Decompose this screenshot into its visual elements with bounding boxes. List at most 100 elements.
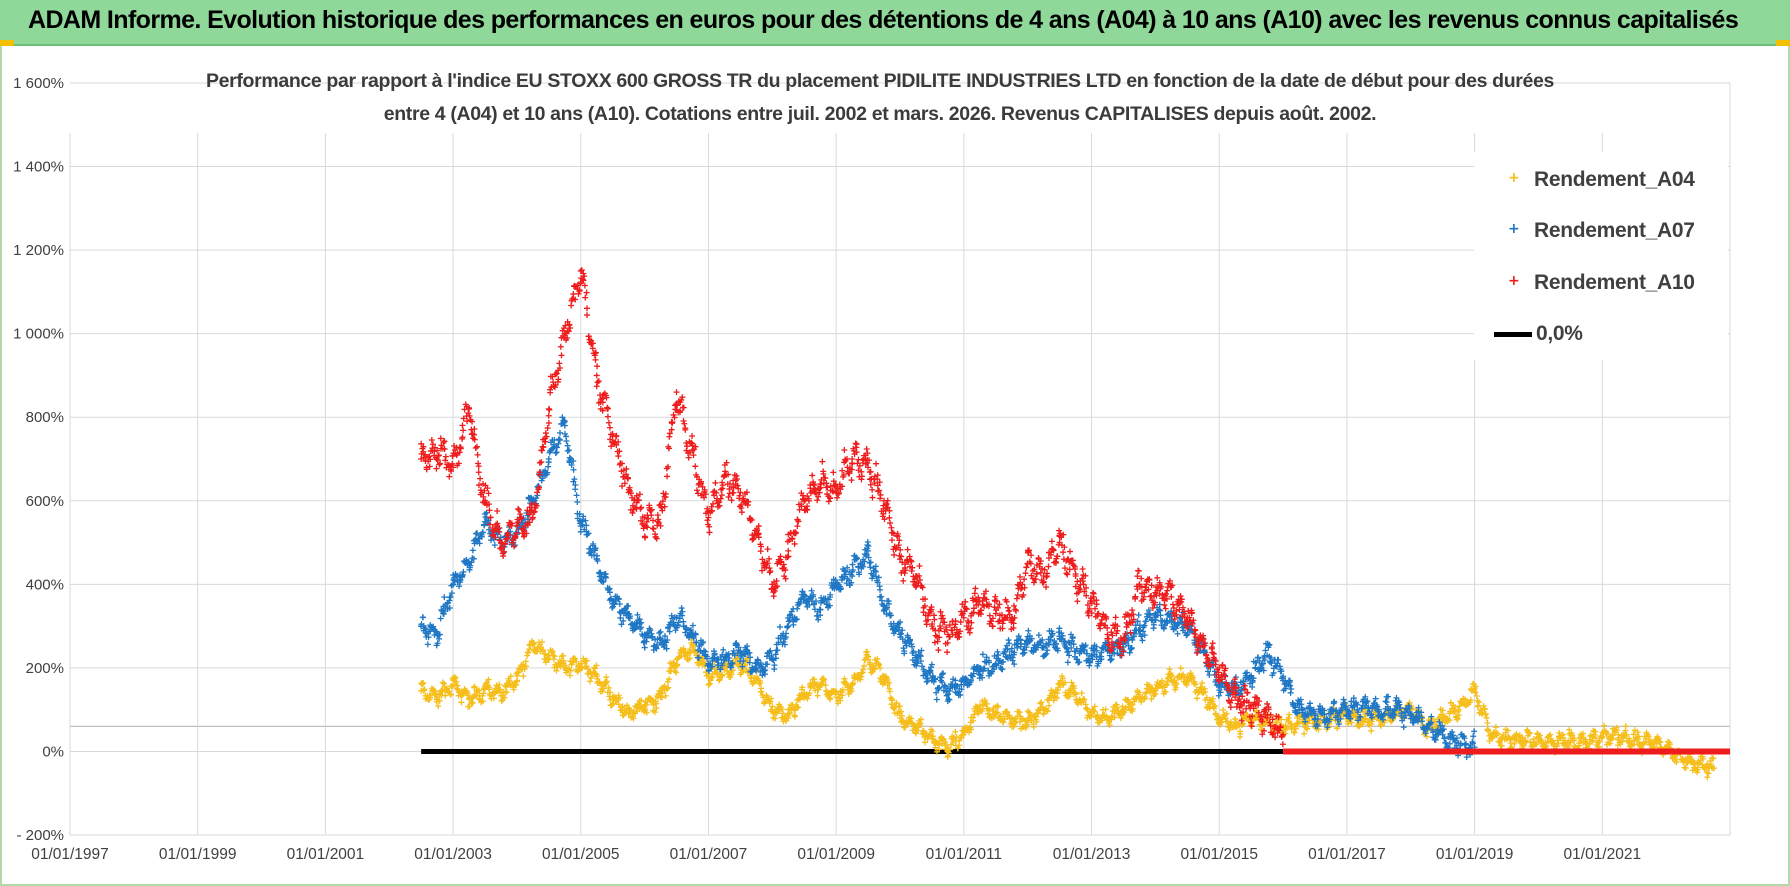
point-a07 xyxy=(434,640,441,647)
point-a04 xyxy=(1062,679,1069,686)
x-tick-label: 01/01/2001 xyxy=(287,846,365,863)
point-a07 xyxy=(647,627,654,634)
point-a10 xyxy=(916,576,923,583)
point-a07 xyxy=(747,654,754,661)
point-a07 xyxy=(1362,693,1369,700)
x-tick-label: 01/01/2011 xyxy=(926,846,1002,863)
point-a07 xyxy=(597,569,604,576)
point-a10 xyxy=(580,277,587,284)
point-a07 xyxy=(1321,719,1328,726)
point-a10 xyxy=(513,529,520,536)
point-a07 xyxy=(1314,723,1321,730)
point-a10 xyxy=(592,349,599,356)
point-a04 xyxy=(848,688,855,695)
point-a10 xyxy=(907,557,914,564)
point-a10 xyxy=(725,471,732,478)
data-series xyxy=(417,267,1730,781)
point-a04 xyxy=(513,678,520,685)
point-a04 xyxy=(861,662,868,669)
point-a10 xyxy=(512,533,519,540)
point-a07 xyxy=(898,630,905,637)
point-a04 xyxy=(616,695,623,702)
point-a07 xyxy=(625,602,632,609)
point-a07 xyxy=(557,429,564,436)
point-a04 xyxy=(1138,698,1145,705)
point-a07 xyxy=(849,573,856,580)
point-a07 xyxy=(573,492,580,499)
point-a04 xyxy=(583,657,590,664)
point-a07 xyxy=(1045,639,1052,646)
point-a04 xyxy=(806,690,813,697)
point-a10 xyxy=(898,553,905,560)
point-a10 xyxy=(534,489,541,496)
point-a04 xyxy=(1193,695,1200,702)
point-a04 xyxy=(1016,718,1023,725)
point-a04 xyxy=(1237,728,1244,735)
point-a10 xyxy=(433,456,440,463)
point-a10 xyxy=(466,404,473,411)
point-a04 xyxy=(868,669,875,676)
point-a04 xyxy=(1682,765,1689,772)
point-a07 xyxy=(941,682,948,689)
point-a10 xyxy=(824,484,831,491)
point-a10 xyxy=(542,430,549,437)
point-a10 xyxy=(723,459,730,466)
point-a04 xyxy=(743,655,750,662)
point-a10 xyxy=(900,577,907,584)
point-a07 xyxy=(474,530,480,537)
point-a04 xyxy=(551,653,558,660)
point-a04 xyxy=(674,655,681,662)
point-a04 xyxy=(1542,739,1549,746)
point-a10 xyxy=(589,340,596,347)
point-a07 xyxy=(922,671,929,678)
point-a04 xyxy=(968,726,975,733)
point-a07 xyxy=(1354,701,1361,708)
point-a07 xyxy=(611,599,618,606)
point-a07 xyxy=(1260,667,1267,674)
point-a10 xyxy=(701,494,708,501)
point-a10 xyxy=(934,638,941,645)
point-a04 xyxy=(1559,734,1566,741)
point-a07 xyxy=(852,556,859,563)
point-a04 xyxy=(1129,705,1136,712)
point-a07 xyxy=(570,466,577,473)
point-a07 xyxy=(957,691,964,698)
point-a04 xyxy=(898,708,905,715)
point-a04 xyxy=(1623,731,1630,738)
point-a07 xyxy=(1382,698,1389,705)
point-a07 xyxy=(767,647,774,654)
point-a07 xyxy=(729,659,736,666)
point-a04 xyxy=(630,715,637,722)
point-a04 xyxy=(1046,702,1052,709)
point-a04 xyxy=(476,687,483,694)
point-a07 xyxy=(675,619,682,626)
point-a07 xyxy=(618,621,625,628)
point-a10 xyxy=(535,484,542,491)
point-a04 xyxy=(1472,683,1479,690)
point-a07 xyxy=(1418,709,1425,716)
point-a10 xyxy=(863,446,870,453)
point-a07 xyxy=(1006,640,1013,647)
point-a07 xyxy=(1054,647,1061,654)
series-a07 xyxy=(417,414,1478,761)
point-a07 xyxy=(616,600,623,607)
point-a04 xyxy=(447,690,454,697)
point-a07 xyxy=(1342,703,1349,710)
point-a07 xyxy=(986,659,993,666)
point-a04 xyxy=(1536,732,1543,739)
point-a04 xyxy=(875,661,882,668)
point-a07 xyxy=(1107,656,1114,663)
point-a07 xyxy=(746,659,753,666)
point-a10 xyxy=(850,445,857,452)
point-a07 xyxy=(717,666,724,673)
point-a04 xyxy=(615,701,622,708)
point-a10 xyxy=(669,419,676,426)
point-a07 xyxy=(533,495,540,502)
point-a10 xyxy=(796,506,803,513)
point-a07 xyxy=(757,660,764,667)
point-a07 xyxy=(654,641,661,648)
point-a07 xyxy=(1347,710,1354,717)
point-a07 xyxy=(969,673,976,680)
point-a10 xyxy=(473,443,480,450)
point-a07 xyxy=(1461,735,1468,742)
